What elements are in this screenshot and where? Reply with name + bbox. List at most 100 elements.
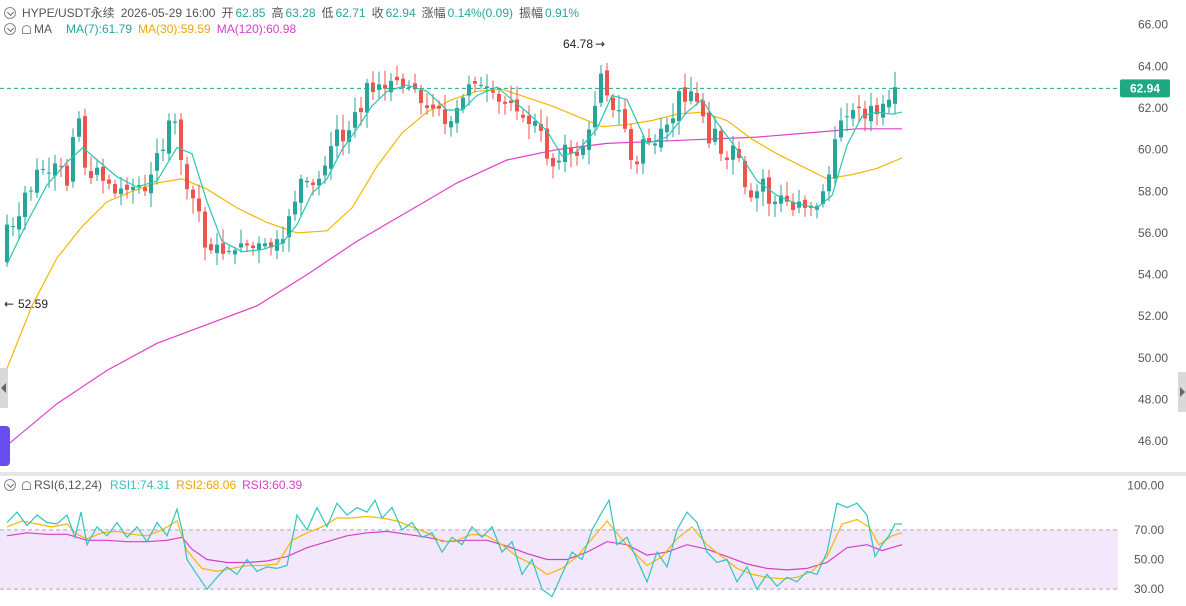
- candle-body: [701, 100, 705, 117]
- symbol-label: HYPE/USDT永续: [22, 6, 115, 20]
- candle-body: [155, 153, 159, 171]
- candle-body: [287, 216, 291, 238]
- scroll-left-arrow-icon[interactable]: [0, 368, 8, 408]
- candle-body: [863, 108, 867, 119]
- candle-body: [377, 84, 381, 90]
- candle-body: [251, 245, 255, 249]
- candle-body: [827, 174, 831, 192]
- ma-collapse-chevron-icon[interactable]: [4, 23, 16, 35]
- candle-body: [473, 81, 477, 84]
- rsi-alert-bell-icon[interactable]: [22, 480, 31, 490]
- candle-body: [41, 169, 45, 171]
- price-axis: 66.00 64.00 62.00 60.00 58.00 56.00 54.00 52.00…: [1138, 18, 1168, 449]
- candle-body: [89, 171, 93, 179]
- candle-body: [203, 211, 207, 248]
- candle-body: [551, 157, 555, 167]
- candle-body: [119, 188, 123, 195]
- candle-body: [23, 192, 27, 217]
- candle-body: [653, 143, 657, 146]
- candle-body: [527, 115, 531, 124]
- ma30-line-group: [6, 88, 903, 369]
- candle-body: [365, 82, 369, 113]
- rsi-collapse-chevron-icon[interactable]: [4, 479, 16, 491]
- candle-body: [479, 85, 483, 87]
- candle-body: [17, 216, 21, 230]
- candle-body: [515, 99, 519, 112]
- rsi1-line: [6, 498, 902, 598]
- ma-indicator-name[interactable]: MA: [34, 22, 52, 36]
- price-axis-tick: 60.00: [1138, 143, 1168, 157]
- candle-body: [497, 93, 501, 102]
- scroll-right-arrow-icon[interactable]: [1178, 372, 1186, 412]
- candle-body: [299, 178, 303, 203]
- ma-legend: MA MA(7):61.79 MA(30):59.59 MA(120):60.9…: [0, 22, 302, 36]
- min-price-arrow-icon: ←: [4, 297, 14, 311]
- rsi-legend: RSI(6,12,24) RSI1:74.31 RSI2:68.06 RSI3:…: [0, 478, 308, 492]
- rsi-indicator-name[interactable]: RSI(6,12,24): [34, 478, 103, 492]
- candle-body: [719, 130, 723, 154]
- candle-body: [239, 243, 243, 248]
- candle-body: [173, 121, 177, 123]
- open-label: 开: [221, 6, 234, 20]
- last-price-tag: [1120, 79, 1170, 98]
- rsi-axis-tick: 70.00: [1134, 523, 1164, 537]
- candle-body: [197, 198, 201, 212]
- candle-body: [845, 116, 849, 118]
- candle-body: [149, 174, 153, 194]
- candle-body: [683, 87, 687, 102]
- candle-body: [401, 78, 405, 88]
- price-axis-tick: 66.00: [1138, 18, 1168, 32]
- candle-body: [851, 110, 855, 119]
- candle-body: [101, 166, 105, 181]
- price-axis-tick: 46.00: [1138, 434, 1168, 448]
- candle-body: [335, 129, 339, 147]
- rsi-axis-tick: 100.00: [1127, 478, 1164, 492]
- ma30-value: MA(30):59.59: [138, 22, 211, 36]
- candle-body: [671, 118, 675, 124]
- candle-body: [557, 160, 561, 163]
- side-panel-tab[interactable]: [0, 426, 10, 466]
- ma-alert-bell-icon[interactable]: [22, 24, 31, 34]
- candle-body: [635, 161, 639, 165]
- amplitude-value: 0.91%: [545, 5, 580, 20]
- candle-body: [59, 166, 63, 168]
- candle-body: [413, 83, 417, 90]
- candle-body: [875, 105, 879, 115]
- candle-body: [605, 70, 609, 96]
- candle-body: [647, 137, 651, 142]
- price-axis-tick: 48.00: [1138, 393, 1168, 407]
- price-axis-tick: 52.00: [1138, 309, 1168, 323]
- candle-body: [11, 225, 15, 227]
- candle-body: [347, 130, 351, 142]
- candle-body: [881, 103, 885, 118]
- candle-body: [563, 144, 567, 163]
- candle-body: [749, 190, 753, 198]
- candle-body: [617, 110, 621, 112]
- candle-body: [833, 139, 837, 179]
- candle-body: [317, 178, 321, 186]
- collapse-chevron-icon[interactable]: [4, 6, 16, 19]
- candle-body: [713, 128, 717, 142]
- candle-body: [611, 97, 615, 111]
- candle-body: [245, 243, 249, 246]
- candle-body: [599, 73, 603, 103]
- max-price-annotation: 64.78: [563, 37, 593, 51]
- price-axis-tick: 62.00: [1138, 101, 1168, 115]
- candle-body: [509, 100, 513, 104]
- candle-body: [353, 112, 357, 128]
- candle-body: [503, 101, 507, 104]
- price-axis-tick: 54.00: [1138, 268, 1168, 282]
- candle-body: [161, 149, 165, 152]
- candle-body: [569, 147, 573, 154]
- low-label: 低: [321, 6, 334, 20]
- rsi-axis: 100.00 70.00 50.00 30.00: [1127, 478, 1164, 596]
- candle-body: [143, 187, 147, 192]
- candle-body: [641, 139, 645, 164]
- candle-body: [269, 242, 273, 248]
- candle-body: [71, 137, 75, 182]
- candle-body: [593, 105, 597, 128]
- candle-body: [887, 99, 891, 108]
- ma120-line-group: [6, 128, 902, 446]
- candle-body: [419, 90, 423, 104]
